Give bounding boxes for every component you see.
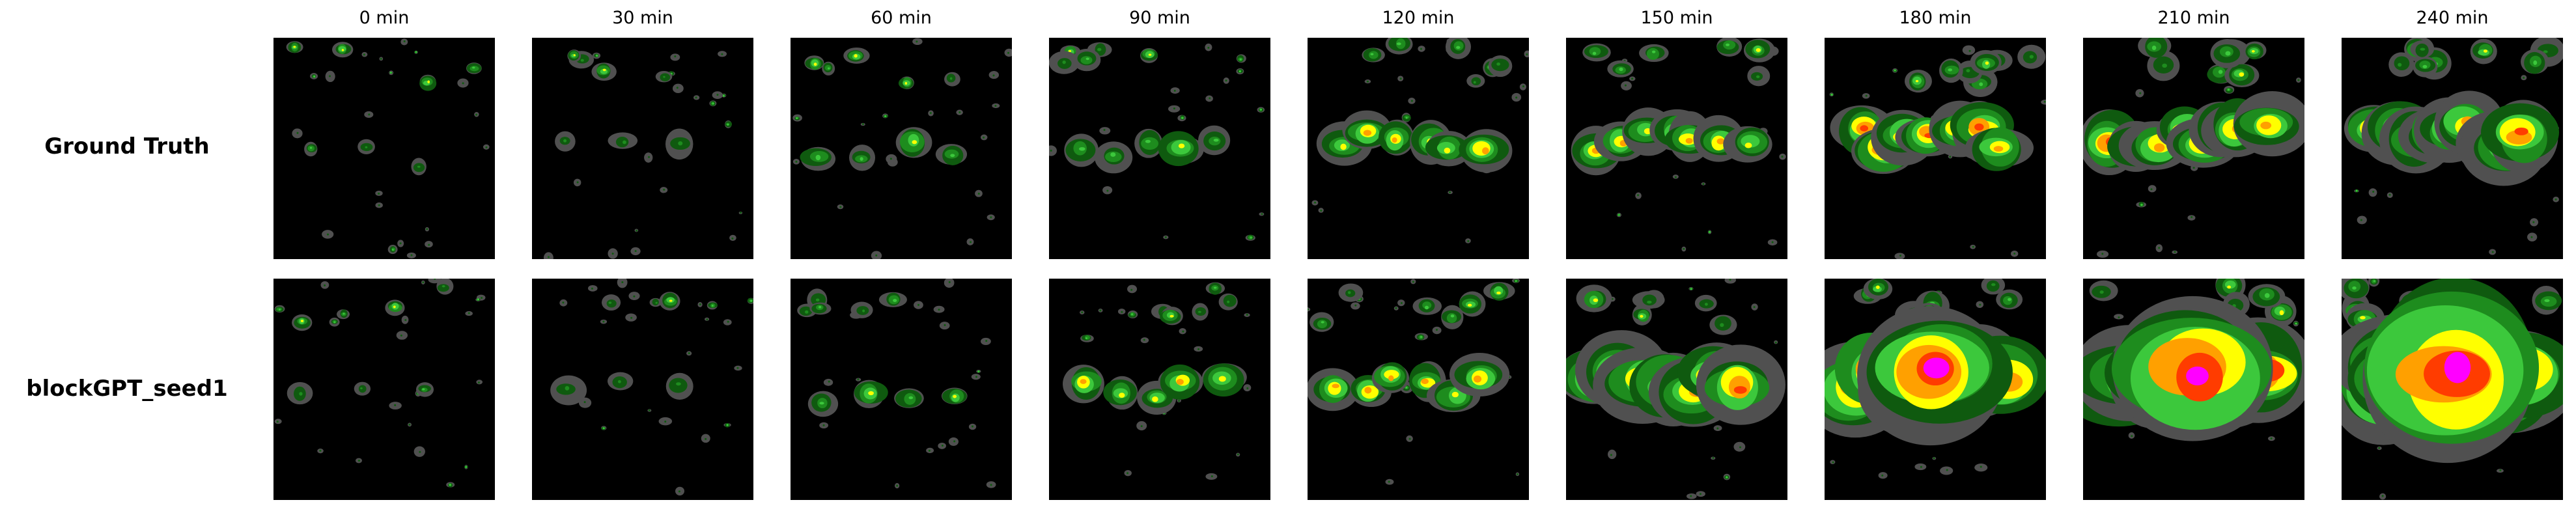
radar-panel-ground-truth-3 <box>1049 38 1270 259</box>
column-title-6: 180 min <box>1899 8 1972 28</box>
radar-image <box>1825 38 2046 259</box>
radar-panel-blockgpt-seed1-1 <box>532 279 753 500</box>
radar-panel-blockgpt-seed1-0 <box>273 279 495 500</box>
radar-panel-ground-truth-6 <box>1825 38 2046 259</box>
radar-image <box>273 279 495 500</box>
column-title-5: 150 min <box>1640 8 1713 28</box>
radar-image <box>791 38 1012 259</box>
radar-panel-blockgpt-seed1-2 <box>791 279 1012 500</box>
radar-image <box>1049 279 1270 500</box>
radar-image <box>1825 279 2046 500</box>
radar-image <box>532 38 753 259</box>
column-title-2: 60 min <box>871 8 932 28</box>
radar-panel-ground-truth-8 <box>2342 38 2563 259</box>
column-title-7: 210 min <box>2157 8 2230 28</box>
row-label-ground-truth: Ground Truth <box>44 133 210 159</box>
radar-panel-blockgpt-seed1-6 <box>1825 279 2046 500</box>
column-title-0: 0 min <box>359 8 410 28</box>
radar-image <box>2083 38 2304 259</box>
column-title-8: 240 min <box>2416 8 2489 28</box>
radar-panel-blockgpt-seed1-3 <box>1049 279 1270 500</box>
radar-image <box>1049 38 1270 259</box>
column-title-1: 30 min <box>612 8 673 28</box>
radar-panel-ground-truth-4 <box>1308 38 1529 259</box>
radar-panel-blockgpt-seed1-5 <box>1566 279 1787 500</box>
radar-panel-ground-truth-5 <box>1566 38 1787 259</box>
radar-image <box>1566 279 1787 500</box>
radar-panel-blockgpt-seed1-7 <box>2083 279 2304 500</box>
radar-image <box>2083 279 2304 500</box>
radar-image <box>1566 38 1787 259</box>
radar-panel-ground-truth-7 <box>2083 38 2304 259</box>
radar-image <box>1308 279 1529 500</box>
radar-image <box>1308 38 1529 259</box>
radar-image <box>791 279 1012 500</box>
column-title-4: 120 min <box>1382 8 1455 28</box>
radar-panel-blockgpt-seed1-4 <box>1308 279 1529 500</box>
radar-image <box>273 38 495 259</box>
row-label-blockgpt-seed1: blockGPT_seed1 <box>26 376 228 402</box>
radar-panel-ground-truth-2 <box>791 38 1012 259</box>
radar-panel-blockgpt-seed1-8 <box>2342 279 2563 500</box>
radar-image <box>2342 38 2563 259</box>
radar-panel-ground-truth-0 <box>273 38 495 259</box>
radar-image <box>532 279 753 500</box>
column-title-3: 90 min <box>1129 8 1190 28</box>
radar-panel-ground-truth-1 <box>532 38 753 259</box>
radar-image <box>2342 279 2563 500</box>
